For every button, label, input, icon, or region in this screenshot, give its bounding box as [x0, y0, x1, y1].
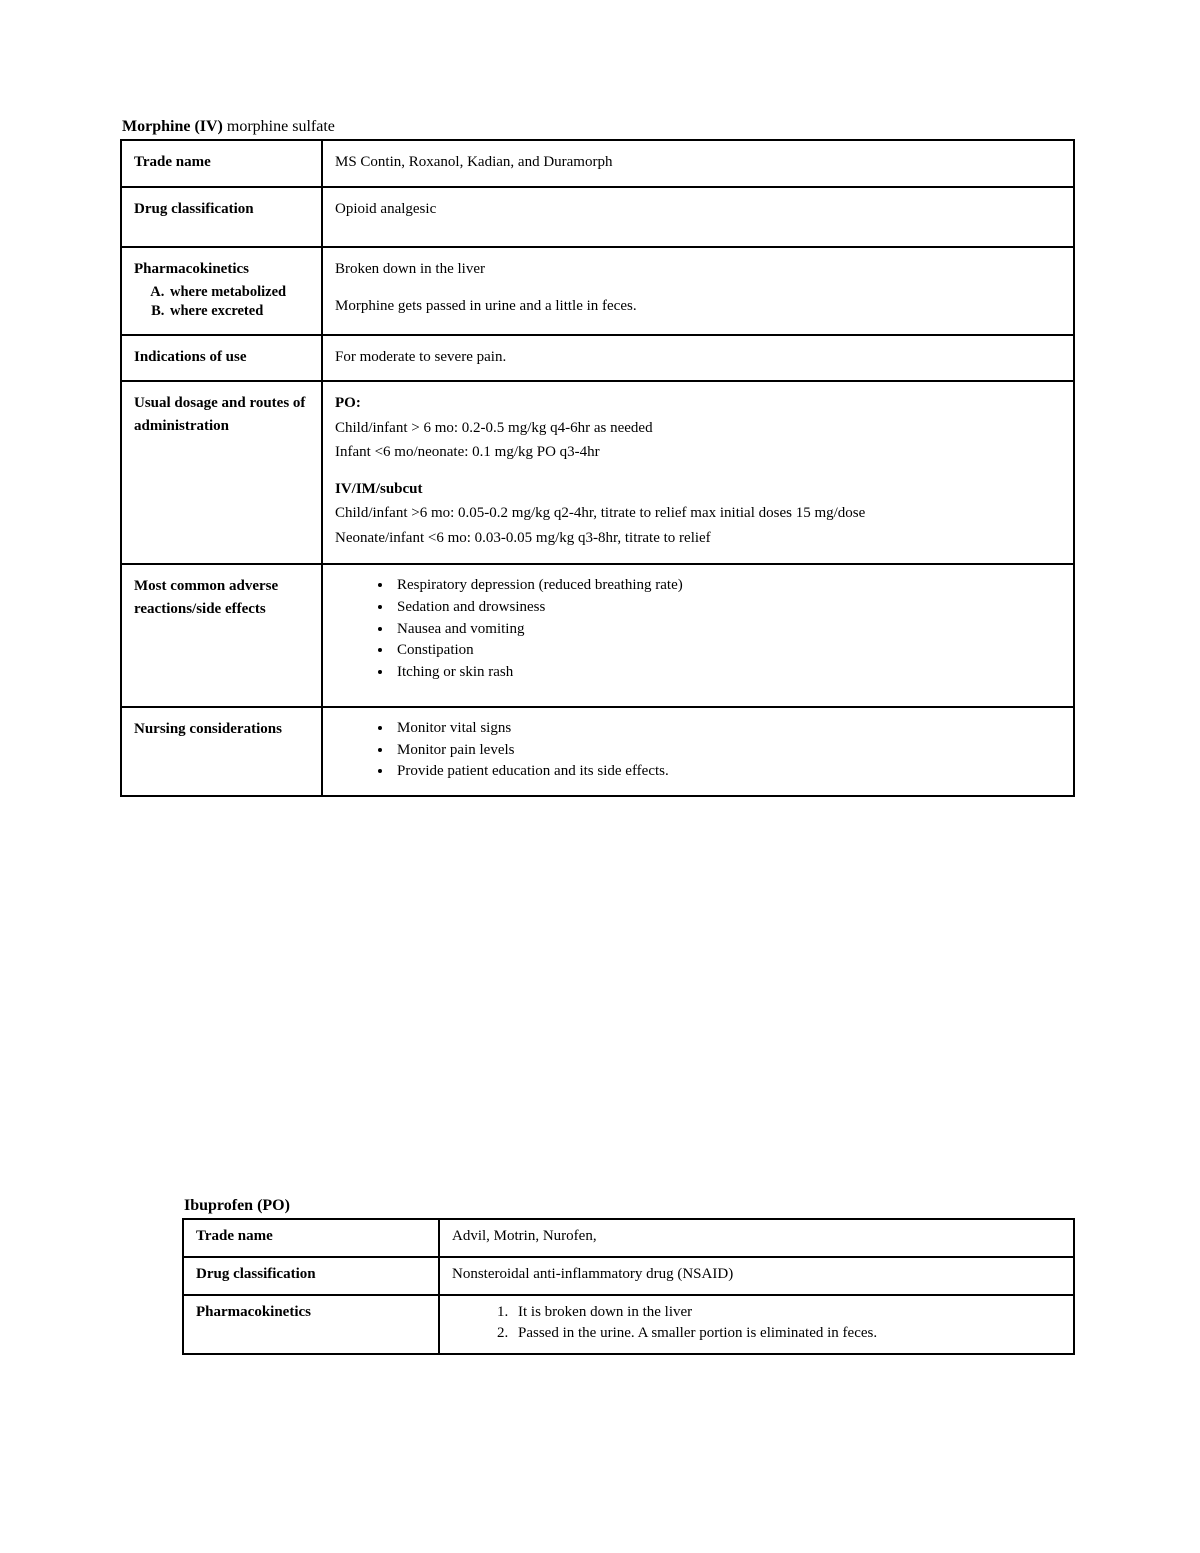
list-item: Nausea and vomiting	[393, 619, 1061, 641]
table-row: Drug classification Opioid analgesic	[121, 187, 1074, 248]
pk-label: Pharmacokinetics	[183, 1295, 439, 1355]
table-row: Nursing considerations Monitor vital sig…	[121, 707, 1074, 796]
drug1-title-rest: morphine sulfate	[223, 118, 335, 135]
list-item: Monitor vital signs	[393, 718, 1061, 740]
drug1-title: Morphine (IV) morphine sulfate	[122, 118, 1080, 136]
pk-label-cell: Pharmacokinetics where metabolized where…	[121, 247, 322, 335]
pk-line1: Broken down in the liver	[335, 258, 1061, 281]
adverse-label: Most common adverse reactions/side effec…	[121, 564, 322, 707]
list-item: Constipation	[393, 640, 1061, 662]
pk-list: It is broken down in the liver Passed in…	[452, 1302, 1061, 1346]
table-row: Pharmacokinetics It is broken down in th…	[183, 1295, 1074, 1355]
list-item: Sedation and drowsiness	[393, 597, 1061, 619]
drug2-title-bold: Ibuprofen (PO)	[184, 1197, 290, 1214]
table-row: Pharmacokinetics where metabolized where…	[121, 247, 1074, 335]
dosage-po-head: PO:	[335, 392, 1061, 415]
pk-sublist: where metabolized where excreted	[134, 283, 309, 322]
page: Morphine (IV) morphine sulfate Trade nam…	[0, 0, 1200, 1553]
nursing-label: Nursing considerations	[121, 707, 322, 796]
pk-line2: Morphine gets passed in urine and a litt…	[335, 295, 1061, 318]
classification-value: Opioid analgesic	[322, 187, 1074, 248]
classification-label: Drug classification	[121, 187, 322, 248]
nursing-list: Monitor vital signs Monitor pain levels …	[335, 718, 1061, 783]
list-item: Itching or skin rash	[393, 662, 1061, 684]
classification-label: Drug classification	[183, 1257, 439, 1295]
trade-name-label: Trade name	[183, 1219, 439, 1257]
drug1-table: Trade name MS Contin, Roxanol, Kadian, a…	[120, 139, 1075, 797]
table-row: Drug classification Nonsteroidal anti-in…	[183, 1257, 1074, 1295]
adverse-value-cell: Respiratory depression (reduced breathin…	[322, 564, 1074, 707]
pk-value-cell: Broken down in the liver Morphine gets p…	[322, 247, 1074, 335]
drug2-block: Ibuprofen (PO) Trade name Advil, Motrin,…	[182, 1197, 1080, 1355]
list-item: Provide patient education and its side e…	[393, 761, 1061, 783]
table-row: Indications of use For moderate to sever…	[121, 335, 1074, 382]
dosage-iv-head: IV/IM/subcut	[335, 478, 1061, 501]
drug2-table: Trade name Advil, Motrin, Nurofen, Drug …	[182, 1218, 1075, 1355]
indications-value: For moderate to severe pain.	[322, 335, 1074, 382]
drug1-title-bold: Morphine (IV)	[122, 118, 223, 135]
pk-sub-a: where metabolized	[168, 283, 309, 303]
trade-name-value: MS Contin, Roxanol, Kadian, and Duramorp…	[322, 140, 1074, 187]
nursing-value-cell: Monitor vital signs Monitor pain levels …	[322, 707, 1074, 796]
trade-name-value: Advil, Motrin, Nurofen,	[439, 1219, 1074, 1257]
table-row: Most common adverse reactions/side effec…	[121, 564, 1074, 707]
indications-label: Indications of use	[121, 335, 322, 382]
trade-name-label: Trade name	[121, 140, 322, 187]
dosage-iv-line2: Neonate/infant <6 mo: 0.03-0.05 mg/kg q3…	[335, 527, 1061, 550]
list-item: Passed in the urine. A smaller portion i…	[512, 1323, 1061, 1345]
dosage-po-line1: Child/infant > 6 mo: 0.2-0.5 mg/kg q4-6h…	[335, 417, 1061, 440]
pk-value-cell: It is broken down in the liver Passed in…	[439, 1295, 1074, 1355]
classification-value: Nonsteroidal anti-inflammatory drug (NSA…	[439, 1257, 1074, 1295]
dosage-label: Usual dosage and routes of administratio…	[121, 381, 322, 564]
drug2-title: Ibuprofen (PO)	[184, 1197, 1080, 1215]
dosage-value-cell: PO: Child/infant > 6 mo: 0.2-0.5 mg/kg q…	[322, 381, 1074, 564]
table-row: Trade name MS Contin, Roxanol, Kadian, a…	[121, 140, 1074, 187]
list-item: It is broken down in the liver	[512, 1302, 1061, 1324]
pk-sub-b: where excreted	[168, 302, 309, 322]
table-row: Trade name Advil, Motrin, Nurofen,	[183, 1219, 1074, 1257]
dosage-iv-line1: Child/infant >6 mo: 0.05-0.2 mg/kg q2-4h…	[335, 502, 1061, 525]
adverse-list: Respiratory depression (reduced breathin…	[335, 575, 1061, 684]
table-row: Usual dosage and routes of administratio…	[121, 381, 1074, 564]
list-item: Respiratory depression (reduced breathin…	[393, 575, 1061, 597]
list-item: Monitor pain levels	[393, 740, 1061, 762]
pk-label: Pharmacokinetics	[134, 261, 249, 277]
dosage-po-line2: Infant <6 mo/neonate: 0.1 mg/kg PO q3-4h…	[335, 441, 1061, 464]
